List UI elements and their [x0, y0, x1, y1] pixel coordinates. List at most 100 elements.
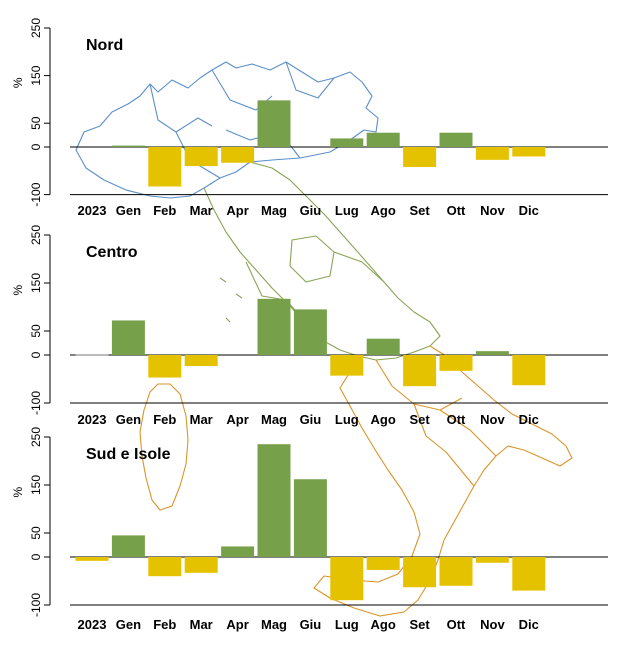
y-tick-label: 150 — [29, 273, 43, 293]
category-label-dic: Dic — [519, 203, 539, 218]
bar-dic — [512, 557, 546, 591]
category-label-lug: Lug — [335, 412, 359, 427]
panel-title: Sud e Isole — [86, 446, 171, 463]
category-label-ott: Ott — [447, 617, 466, 632]
chart-panels: 250 150 50 0 -100% Nord 2023 Gen Feb Mar Apr Mag Giu… — [11, 18, 608, 632]
category-label-set: Set — [409, 412, 430, 427]
bar-apr — [221, 147, 255, 163]
bar-ott — [439, 132, 473, 147]
y-tick-label: 50 — [29, 324, 43, 338]
bar-ott — [439, 557, 473, 586]
map-north-outline — [75, 61, 379, 199]
bar-dic — [512, 355, 546, 386]
bar-set — [403, 147, 437, 167]
map-center-outline — [203, 161, 441, 361]
category-label-feb: Feb — [153, 412, 176, 427]
category-label-apr: Apr — [226, 203, 248, 218]
category-label-lug: Lug — [335, 617, 359, 632]
y-tick-label: 150 — [29, 475, 43, 495]
bar-nov — [475, 557, 509, 563]
category-label-2023: 2023 — [78, 412, 107, 427]
category-label-giu: Giu — [300, 412, 322, 427]
y-tick-label: 0 — [29, 143, 43, 150]
category-label-ott: Ott — [447, 203, 466, 218]
chart-panel-2: 250 150 50 0 -100% Centro 2023 Gen Feb Mar Apr Mag G… — [11, 225, 608, 427]
y-axis-label: % — [11, 77, 25, 88]
category-label-2023: 2023 — [78, 617, 107, 632]
map-south-regions — [375, 359, 497, 487]
category-label-set: Set — [409, 203, 430, 218]
y-tick-label: -100 — [29, 391, 43, 415]
panel-title: Centro — [86, 244, 138, 261]
category-label-lug: Lug — [335, 203, 359, 218]
category-label-gen: Gen — [116, 412, 141, 427]
category-label-apr: Apr — [226, 617, 248, 632]
map-north-regions — [149, 61, 335, 179]
category-label-gen: Gen — [116, 617, 141, 632]
bar-gen — [111, 320, 145, 355]
bar-feb — [148, 147, 182, 187]
category-label-nov: Nov — [480, 412, 505, 427]
category-label-dic: Dic — [519, 617, 539, 632]
category-label-mar: Mar — [190, 203, 213, 218]
bar-ago — [366, 132, 400, 147]
y-tick-label: 50 — [29, 526, 43, 540]
bar-lug — [330, 557, 364, 601]
bar-gen — [111, 145, 145, 147]
chart-panel-3: 250 150 50 0 -100% Sud e Isole 2023 Gen Feb Mar Ap… — [11, 427, 608, 632]
bar-giu — [293, 309, 327, 355]
bar-ott — [439, 355, 473, 371]
bar-gen — [111, 535, 145, 557]
category-label-nov: Nov — [480, 617, 505, 632]
category-label-ott: Ott — [447, 412, 466, 427]
chart-panel-1: 250 150 50 0 -100% Nord 2023 Gen Feb Mar Apr Mag Giu… — [11, 18, 608, 218]
category-label-giu: Giu — [300, 203, 322, 218]
category-label-ago: Ago — [371, 412, 396, 427]
bar-nov — [475, 351, 509, 355]
category-label-feb: Feb — [153, 203, 176, 218]
panel-title: Nord — [86, 37, 123, 54]
y-tick-label: 250 — [29, 427, 43, 447]
category-label-mar: Mar — [190, 412, 213, 427]
y-axis-label: % — [11, 487, 25, 498]
category-label-giu: Giu — [300, 617, 322, 632]
y-axis-label: % — [11, 285, 25, 296]
category-label-gen: Gen — [116, 203, 141, 218]
y-tick-label: 0 — [29, 351, 43, 358]
category-label-2023: 2023 — [78, 203, 107, 218]
y-tick-label: 250 — [29, 225, 43, 245]
italy-map-background — [75, 61, 573, 617]
bar-lug — [330, 355, 364, 376]
bar-2023 — [75, 557, 109, 561]
bar-dic — [512, 147, 546, 157]
bar-feb — [148, 355, 182, 378]
bar-apr — [221, 546, 255, 557]
y-tick-label: -100 — [29, 593, 43, 617]
bar-ago — [366, 557, 400, 570]
category-label-mag: Mag — [261, 203, 287, 218]
bar-mar — [184, 355, 218, 367]
category-label-dic: Dic — [519, 412, 539, 427]
category-label-mar: Mar — [190, 617, 213, 632]
y-tick-label: 150 — [29, 65, 43, 85]
bar-giu — [293, 479, 327, 557]
category-label-mag: Mag — [261, 617, 287, 632]
bar-set — [403, 557, 437, 588]
category-label-set: Set — [409, 617, 430, 632]
category-label-apr: Apr — [226, 412, 248, 427]
y-tick-label: 50 — [29, 116, 43, 130]
category-label-mag: Mag — [261, 412, 287, 427]
y-tick-label: -100 — [29, 182, 43, 206]
map-islands — [219, 277, 243, 323]
bar-mag — [257, 100, 291, 147]
bar-nov — [475, 147, 509, 160]
category-label-ago: Ago — [371, 617, 396, 632]
bar-lug — [330, 138, 364, 147]
bar-set — [403, 355, 437, 387]
category-label-nov: Nov — [480, 203, 505, 218]
bar-ago — [366, 338, 400, 355]
category-label-feb: Feb — [153, 617, 176, 632]
bar-mar — [184, 147, 218, 167]
